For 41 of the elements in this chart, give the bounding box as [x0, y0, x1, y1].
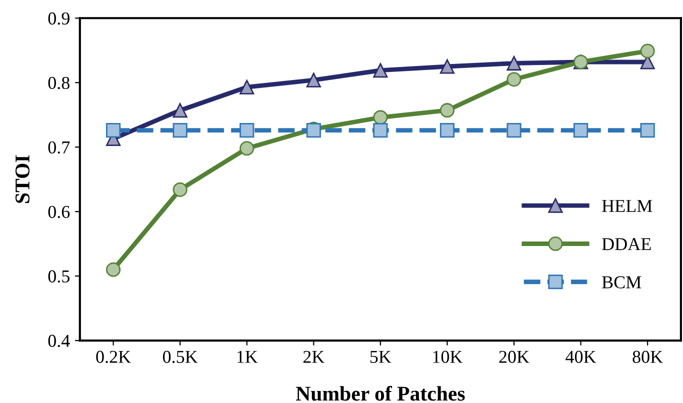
point: [172, 103, 188, 118]
legend-label: BCM: [602, 276, 642, 288]
point: [306, 72, 321, 88]
point: [440, 103, 455, 118]
point: [106, 262, 121, 277]
point: [373, 123, 388, 138]
x-tick-label: 0.2K: [96, 350, 131, 364]
x-tick-label: 10K: [433, 350, 463, 363]
point: [640, 44, 655, 58]
legend-label: HELM: [602, 200, 652, 212]
legend-label: DDAE: [602, 238, 651, 250]
point: [240, 141, 254, 156]
y-tick-label: 0.4: [48, 334, 70, 348]
y-tick-label: 0.8: [48, 76, 70, 90]
x-tick-label: 5K: [370, 350, 392, 363]
y-tick-label: 0.5: [48, 270, 70, 283]
point: [440, 123, 455, 138]
x-tick-label: 20K: [499, 350, 530, 363]
point: [506, 123, 522, 138]
point: [240, 80, 254, 94]
point: [106, 123, 121, 138]
x-tick-label: 40K: [566, 350, 596, 363]
point: [172, 123, 188, 138]
point: [640, 123, 655, 138]
point: [573, 123, 588, 138]
point: [440, 59, 455, 74]
point: [240, 123, 254, 138]
point: [373, 110, 388, 125]
y-tick-label: 0.9: [48, 12, 70, 25]
x-tick-label: 2K: [303, 350, 324, 363]
y-axis-title: STOI: [16, 155, 30, 203]
point: [172, 182, 188, 197]
point: [506, 72, 522, 87]
point: [373, 63, 388, 78]
x-tick-label: 1K: [237, 350, 258, 363]
point: [506, 56, 522, 71]
x-tick-label: 80K: [632, 350, 663, 363]
x-axis-title: Number of Patches: [296, 386, 465, 401]
y-tick-label: 0.7: [48, 141, 70, 154]
x-tick-label: 0.5K: [162, 350, 198, 364]
y-tick-label: 0.6: [48, 206, 70, 218]
